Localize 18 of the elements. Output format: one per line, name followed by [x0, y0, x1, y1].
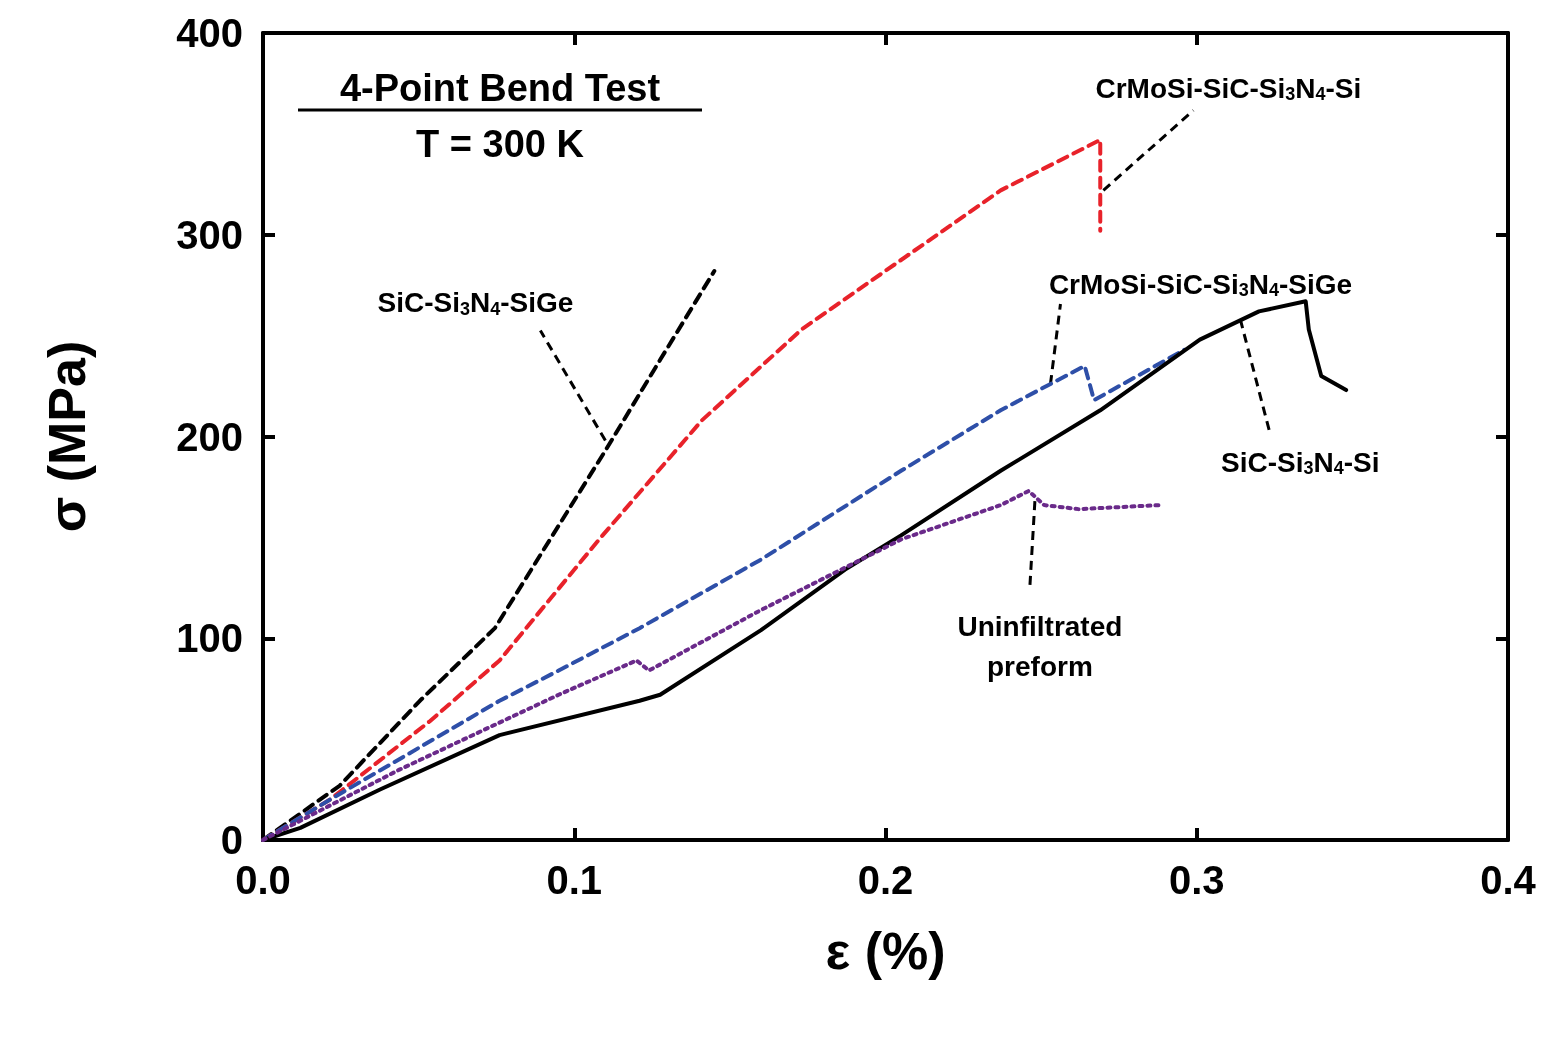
y-tick-label: 300 — [176, 212, 243, 257]
y-tick-label: 100 — [176, 616, 243, 661]
x-tick-label: 0.1 — [546, 858, 603, 902]
annotation: CrMoSi-SiC-Si3N4-Si — [1095, 72, 1362, 105]
annotation: T = 300 K — [416, 123, 585, 165]
y-tick-label: 400 — [176, 11, 243, 55]
annotation: Uninfiltrated preform — [957, 610, 1123, 682]
y-tick-label: 200 — [176, 414, 243, 459]
annotation: 4-Point Bend Test — [339, 67, 661, 109]
x-axis-title: ε (%) — [825, 922, 946, 980]
line-series — [261, 488, 1162, 842]
annotation: SiC-Si3N4-Si — [1221, 446, 1380, 479]
annotation: SiC-Si3N4-SiGe — [377, 287, 574, 319]
x-tick-label: 0.3 — [1168, 858, 1225, 902]
y-axis-title: σ (MPa) — [38, 340, 96, 533]
x-tick-label: 0.2 — [857, 858, 914, 902]
annotation: CrMoSi-SiC-Si3N4-SiGe — [1048, 268, 1353, 301]
x-tick-label: 0.4 — [1480, 858, 1537, 902]
